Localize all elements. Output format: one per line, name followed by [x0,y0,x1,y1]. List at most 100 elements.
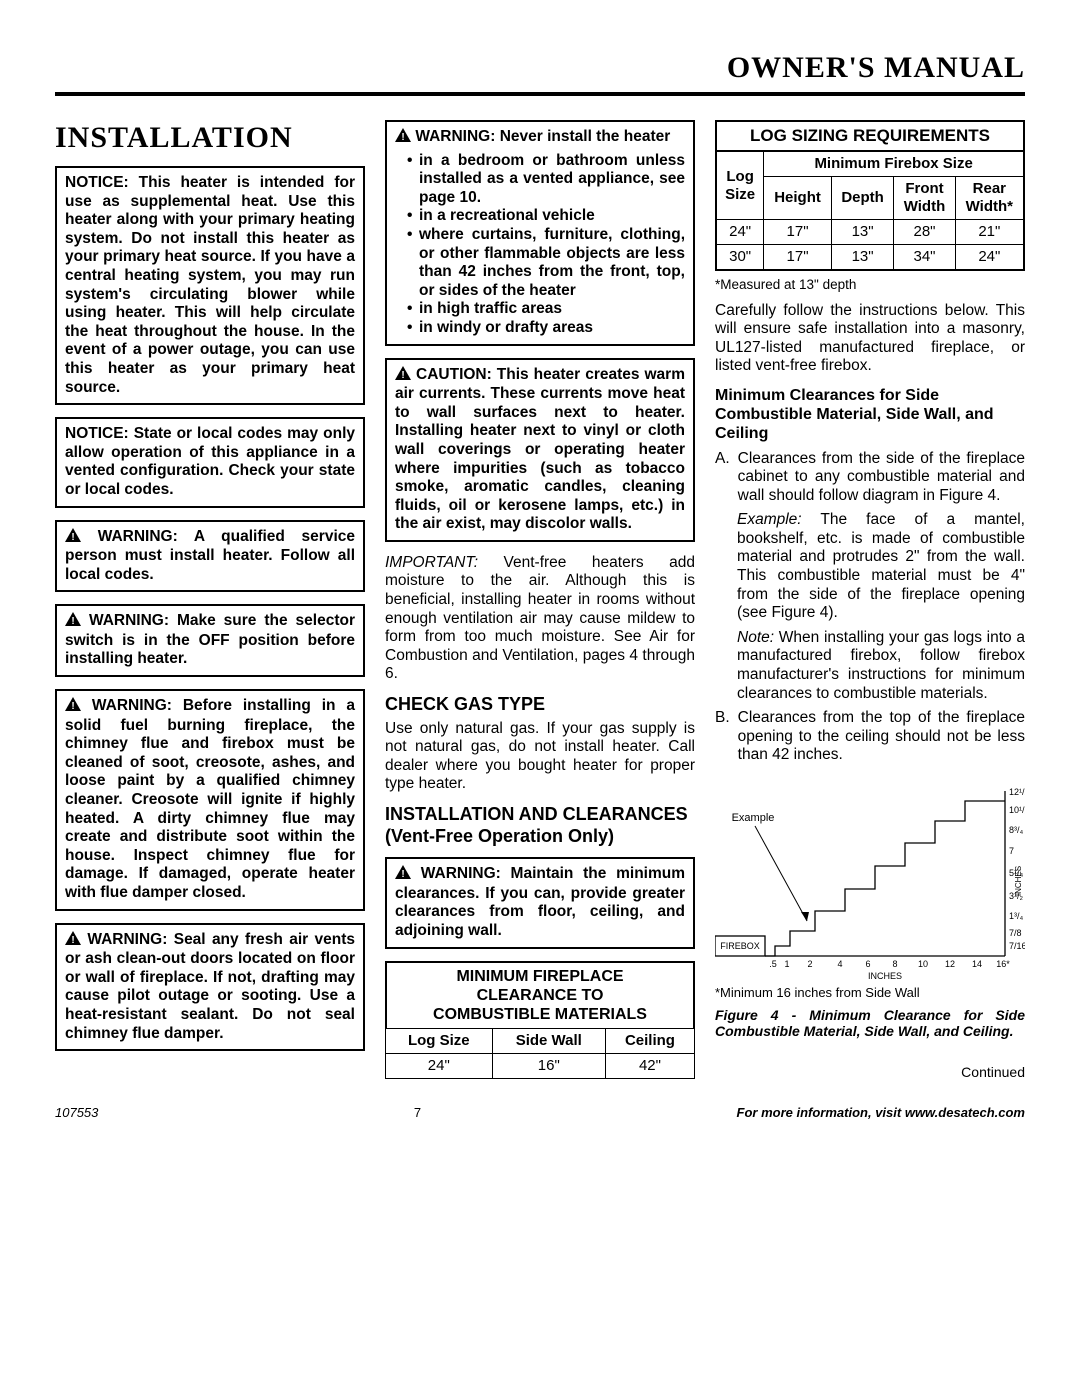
min-clearance-table-wrap: MINIMUM FIREPLACE CLEARANCE TO COMBUSTIB… [385,961,695,1080]
header-bar: OWNER'S MANUAL [55,50,1025,96]
svg-text:!: ! [71,532,74,542]
example-label-svg: Example [732,812,775,824]
svg-text:12¹/₄: 12¹/₄ [1009,787,1025,797]
th: RearWidth* [955,177,1023,220]
svg-text:7: 7 [1009,846,1014,856]
warning-box-never-install: ! WARNING: Never install the heater in a… [385,120,695,346]
table-row: LogSize Minimum Firebox Size [717,152,1023,177]
warning-text-3: WARNING: Before installing in a solid fu… [65,697,355,901]
td: 17" [764,245,832,270]
svg-text:!: ! [71,935,74,945]
footer-info: For more information, visit www.desatech… [737,1105,1025,1121]
title-line: MINIMUM FIREPLACE [456,968,623,985]
footer-code: 107553 [55,1105,98,1121]
warning-bullet-list: in a bedroom or bathroom unless installe… [395,152,685,338]
warning-icon: ! [395,128,411,148]
td: 13" [831,245,894,270]
min-clearance-title: MINIMUM FIREPLACE CLEARANCE TO COMBUSTIB… [385,961,695,1029]
td: 42" [605,1054,694,1079]
warning-text-1: WARNING: A qualified service person must… [65,528,355,583]
svg-text:4: 4 [837,959,842,969]
title-line: CLEARANCE TO [477,987,604,1004]
footer-page: 7 [414,1105,421,1121]
warning-text-2: WARNING: Make sure the selector switch i… [65,612,355,667]
check-gas-text: Use only natural gas. If your gas supply… [385,720,695,794]
log-sizing-title: LOG SIZING REQUIREMENTS [717,122,1023,151]
figure-4: FIREBOX Example .51 24 68 1012 1416* [715,781,1025,981]
check-gas-heading: CHECK GAS TYPE [385,694,695,716]
th: LogSize [717,152,764,220]
table-row: 30" 17" 13" 34" 24" [717,245,1023,270]
letter-b: B. [715,709,730,765]
td: 24" [955,245,1023,270]
svg-text:10¹/₂: 10¹/₂ [1009,805,1025,815]
warning-box-3: ! WARNING: Before installing in a solid … [55,689,365,911]
svg-text:INCHES: INCHES [868,971,902,981]
svg-text:!: ! [71,616,74,626]
th: Log Size [386,1029,493,1054]
svg-text:12: 12 [945,959,955,969]
svg-text:1³/₄: 1³/₄ [1009,911,1024,921]
svg-text:6: 6 [865,959,870,969]
td: 13" [831,220,894,245]
table-row: Log Size Side Wall Ceiling [386,1029,695,1054]
svg-text:16*: 16* [996,959,1010,969]
warning-box-5: ! WARNING: Maintain the minimum clearanc… [385,857,695,948]
td: 34" [894,245,955,270]
install-clear-heading: INSTALLATION AND CLEARANCES (Vent-Free O… [385,804,695,847]
example-label: Example: [737,511,802,528]
td: 21" [955,220,1023,245]
td: 24" [717,220,764,245]
figure-caption: Figure 4 - Minimum Clearance for Side Co… [715,1007,1025,1041]
td: 17" [764,220,832,245]
column-3: LOG SIZING REQUIREMENTS LogSize Minimum … [715,120,1025,1081]
bullet-item: in a recreational vehicle [407,207,685,226]
th: Depth [831,177,894,220]
note-para: Note: When installing your gas logs into… [715,629,1025,703]
td: 24" [386,1054,493,1079]
svg-text:!: ! [401,869,404,879]
measured-note: *Measured at 13" depth [715,277,1025,293]
bullet-item: where curtains, furniture, clothing, or … [407,226,685,300]
svg-text:.5: .5 [769,959,777,969]
bullet-item: in a bedroom or bathroom unless installe… [407,152,685,208]
table-row: Height Depth FrontWidth RearWidth* [717,177,1023,220]
section-title: INSTALLATION [55,120,365,156]
warning-icon: ! [65,931,81,951]
th: Height [764,177,832,220]
important-text: Vent-free heaters add moisture to the ai… [385,554,695,683]
svg-text:7/16: 7/16 [1009,941,1025,951]
warning-icon: ! [395,366,411,386]
warning-text-4: WARNING: Seal any fresh air vents or ash… [65,931,355,1042]
warning-box-2: ! WARNING: Make sure the selector switch… [55,604,365,677]
notice-box-2: NOTICE: State or local codes may only al… [55,417,365,507]
note-text: When installing your gas logs into a man… [737,629,1025,702]
warning-icon: ! [65,528,81,548]
continued-label: Continued [715,1064,1025,1081]
content-columns: INSTALLATION NOTICE: This heater is inte… [55,120,1025,1081]
notice-box-1: NOTICE: This heater is intended for use … [55,166,365,405]
td: 28" [894,220,955,245]
svg-text:!: ! [71,701,74,711]
th: Minimum Firebox Size [764,152,1023,177]
svg-text:14: 14 [972,959,982,969]
min-side-heading: Minimum Clearances for Side Combustible … [715,386,1025,444]
svg-text:2: 2 [807,959,812,969]
careful-para: Carefully follow the instructions below.… [715,302,1025,376]
note-label: Note: [737,629,774,646]
letter-a: A. [715,450,730,506]
item-b: B. Clearances from the top of the firepl… [715,709,1025,765]
column-1: INSTALLATION NOTICE: This heater is inte… [55,120,365,1081]
log-sizing-table: LogSize Minimum Firebox Size Height Dept… [717,151,1023,269]
warning-icon: ! [65,697,81,717]
th: Side Wall [492,1029,605,1054]
warning-icon: ! [395,865,411,885]
td: 30" [717,245,764,270]
warning-box-4: ! WARNING: Seal any fresh air vents or a… [55,923,365,1052]
th: FrontWidth [894,177,955,220]
important-label: IMPORTANT: [385,554,478,571]
important-para: IMPORTANT: Vent-free heaters add moistur… [385,554,695,684]
td: 16" [492,1054,605,1079]
example-para: Example: The face of a mantel, bookshelf… [715,511,1025,623]
log-sizing-table-wrap: LOG SIZING REQUIREMENTS LogSize Minimum … [715,120,1025,271]
